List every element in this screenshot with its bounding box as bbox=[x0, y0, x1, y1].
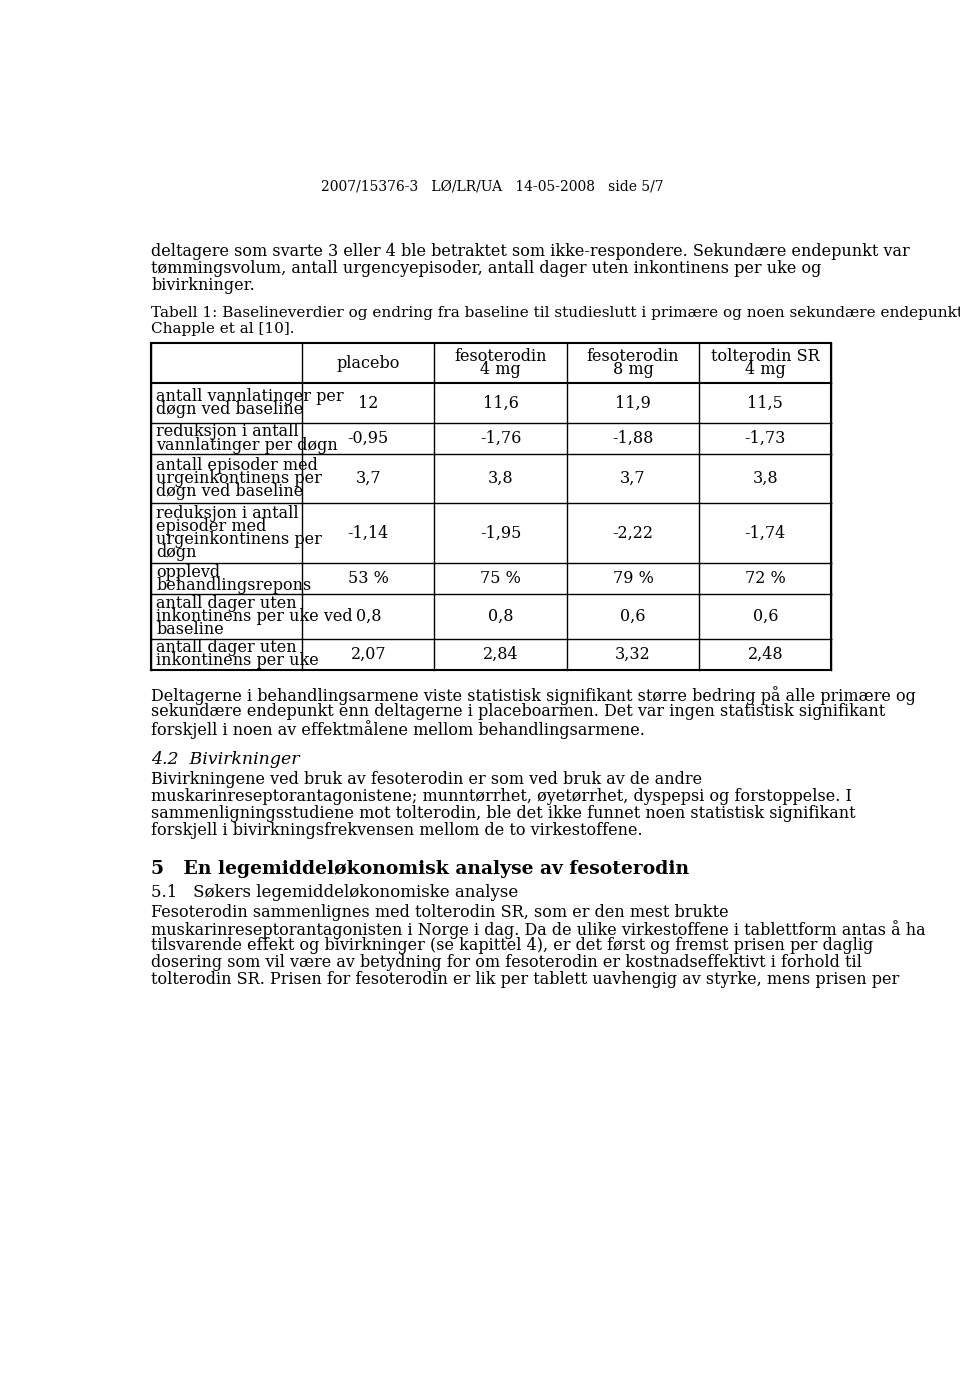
Text: 0,6: 0,6 bbox=[620, 609, 646, 625]
Text: 53 %: 53 % bbox=[348, 570, 389, 588]
Text: sammenligningsstudiene mot tolterodin, ble det ikke funnet noen statistisk signi: sammenligningsstudiene mot tolterodin, b… bbox=[151, 805, 855, 822]
Text: inkontinens per uke ved: inkontinens per uke ved bbox=[156, 609, 353, 625]
Text: Deltagerne i behandlingsarmene viste statistisk signifikant større bedring på al: Deltagerne i behandlingsarmene viste sta… bbox=[151, 686, 916, 705]
Text: antall episoder med: antall episoder med bbox=[156, 456, 319, 474]
Text: opplevd: opplevd bbox=[156, 564, 221, 581]
Text: -2,22: -2,22 bbox=[612, 524, 654, 542]
Text: 3,7: 3,7 bbox=[355, 470, 381, 487]
Text: 4.2  Bivirkninger: 4.2 Bivirkninger bbox=[151, 751, 300, 768]
Text: deltagere som svarte 3 eller 4 ble betraktet som ikke-respondere. Sekundære ende: deltagere som svarte 3 eller 4 ble betra… bbox=[151, 243, 910, 260]
Text: -0,95: -0,95 bbox=[348, 430, 389, 447]
Text: -1,73: -1,73 bbox=[745, 430, 786, 447]
Text: Chapple et al [10].: Chapple et al [10]. bbox=[151, 322, 295, 336]
Text: 11,6: 11,6 bbox=[483, 394, 518, 412]
Text: antall dager uten: antall dager uten bbox=[156, 595, 297, 611]
Text: -1,74: -1,74 bbox=[745, 524, 786, 542]
Text: 3,8: 3,8 bbox=[753, 470, 779, 487]
Text: 2,07: 2,07 bbox=[350, 646, 386, 662]
Text: -1,14: -1,14 bbox=[348, 524, 389, 542]
Text: baseline: baseline bbox=[156, 621, 225, 638]
Text: episoder med: episoder med bbox=[156, 519, 267, 535]
Text: 4 mg: 4 mg bbox=[480, 361, 521, 378]
Text: 2,84: 2,84 bbox=[483, 646, 518, 662]
Text: antall vannlatinger per: antall vannlatinger per bbox=[156, 389, 344, 405]
Text: 8 mg: 8 mg bbox=[612, 361, 654, 378]
Text: Fesoterodin sammenlignes med tolterodin SR, som er den mest brukte: Fesoterodin sammenlignes med tolterodin … bbox=[151, 903, 729, 921]
Text: 5.1   Søkers legemiddeløkonomiske analyse: 5.1 Søkers legemiddeløkonomiske analyse bbox=[151, 884, 518, 900]
Text: placebo: placebo bbox=[337, 354, 400, 372]
Text: 5   En legemiddeløkonomisk analyse av fesoterodin: 5 En legemiddeløkonomisk analyse av feso… bbox=[151, 860, 689, 878]
Text: reduksjon i antall: reduksjon i antall bbox=[156, 423, 300, 441]
Text: 75 %: 75 % bbox=[480, 570, 521, 588]
Text: behandlingsrepons: behandlingsrepons bbox=[156, 577, 312, 593]
Text: antall dager uten: antall dager uten bbox=[156, 639, 297, 656]
Text: tolterodin SR: tolterodin SR bbox=[711, 349, 820, 365]
Text: dosering som vil være av betydning for om fesoterodin er kostnadseffektivt i for: dosering som vil være av betydning for o… bbox=[151, 954, 862, 971]
Text: urgeinkontinens per: urgeinkontinens per bbox=[156, 531, 323, 548]
Text: bivirkninger.: bivirkninger. bbox=[151, 277, 254, 293]
Text: 2007/15376-3   LØ/LR/UA   14-05-2008   side 5/7: 2007/15376-3 LØ/LR/UA 14-05-2008 side 5/… bbox=[321, 180, 663, 194]
Text: vannlatinger per døgn: vannlatinger per døgn bbox=[156, 437, 338, 454]
Text: sekundære endepunkt enn deltagerne i placeboarmen. Det var ingen statistisk sign: sekundære endepunkt enn deltagerne i pla… bbox=[151, 704, 885, 721]
Text: fesoterodin: fesoterodin bbox=[454, 349, 547, 365]
Text: tømmingsvolum, antall urgencyepisoder, antall dager uten inkontinens per uke og: tømmingsvolum, antall urgencyepisoder, a… bbox=[151, 260, 822, 277]
Text: tolterodin SR. Prisen for fesoterodin er lik per tablett uavhengig av styrke, me: tolterodin SR. Prisen for fesoterodin er… bbox=[151, 971, 900, 989]
Text: Tabell 1: Baselineverdier og endring fra baseline til studieslutt i primære og n: Tabell 1: Baselineverdier og endring fra… bbox=[151, 306, 960, 319]
Text: muskarinreseptorantagonistene; munntørrhet, øyetørrhet, dyspepsi og forstoppelse: muskarinreseptorantagonistene; munntørrh… bbox=[151, 788, 852, 805]
Text: 12: 12 bbox=[358, 394, 378, 412]
Text: 3,7: 3,7 bbox=[620, 470, 646, 487]
Text: reduksjon i antall: reduksjon i antall bbox=[156, 505, 300, 523]
Text: inkontinens per uke: inkontinens per uke bbox=[156, 653, 319, 669]
Text: urgeinkontinens per: urgeinkontinens per bbox=[156, 470, 323, 487]
Text: -1,95: -1,95 bbox=[480, 524, 521, 542]
Text: døgn ved baseline: døgn ved baseline bbox=[156, 401, 303, 418]
Text: tilsvarende effekt og bivirkninger (se kapittel 4), er det først og fremst prise: tilsvarende effekt og bivirkninger (se k… bbox=[151, 938, 874, 954]
Text: 72 %: 72 % bbox=[745, 570, 785, 588]
Text: 0,8: 0,8 bbox=[488, 609, 514, 625]
Text: 0,8: 0,8 bbox=[355, 609, 381, 625]
Text: 3,8: 3,8 bbox=[488, 470, 514, 487]
Text: 79 %: 79 % bbox=[612, 570, 654, 588]
Text: forskjell i bivirkningsfrekvensen mellom de to virkestoffene.: forskjell i bivirkningsfrekvensen mellom… bbox=[151, 822, 642, 839]
Text: Bivirkningene ved bruk av fesoterodin er som ved bruk av de andre: Bivirkningene ved bruk av fesoterodin er… bbox=[151, 772, 702, 788]
Text: 11,5: 11,5 bbox=[747, 394, 783, 412]
Text: fesoterodin: fesoterodin bbox=[587, 349, 680, 365]
Text: -1,88: -1,88 bbox=[612, 430, 654, 447]
Text: forskjell i noen av effektmålene mellom behandlingsarmene.: forskjell i noen av effektmålene mellom … bbox=[151, 721, 645, 740]
Text: 0,6: 0,6 bbox=[753, 609, 778, 625]
Text: døgn: døgn bbox=[156, 545, 197, 561]
Text: døgn ved baseline: døgn ved baseline bbox=[156, 483, 303, 501]
Text: 11,9: 11,9 bbox=[615, 394, 651, 412]
Text: muskarinreseptorantagonisten i Norge i dag. Da de ulike virkestoffene i tablettf: muskarinreseptorantagonisten i Norge i d… bbox=[151, 921, 925, 939]
Text: 4 mg: 4 mg bbox=[745, 361, 785, 378]
Text: 2,48: 2,48 bbox=[748, 646, 783, 662]
Text: -1,76: -1,76 bbox=[480, 430, 521, 447]
Text: 3,32: 3,32 bbox=[615, 646, 651, 662]
